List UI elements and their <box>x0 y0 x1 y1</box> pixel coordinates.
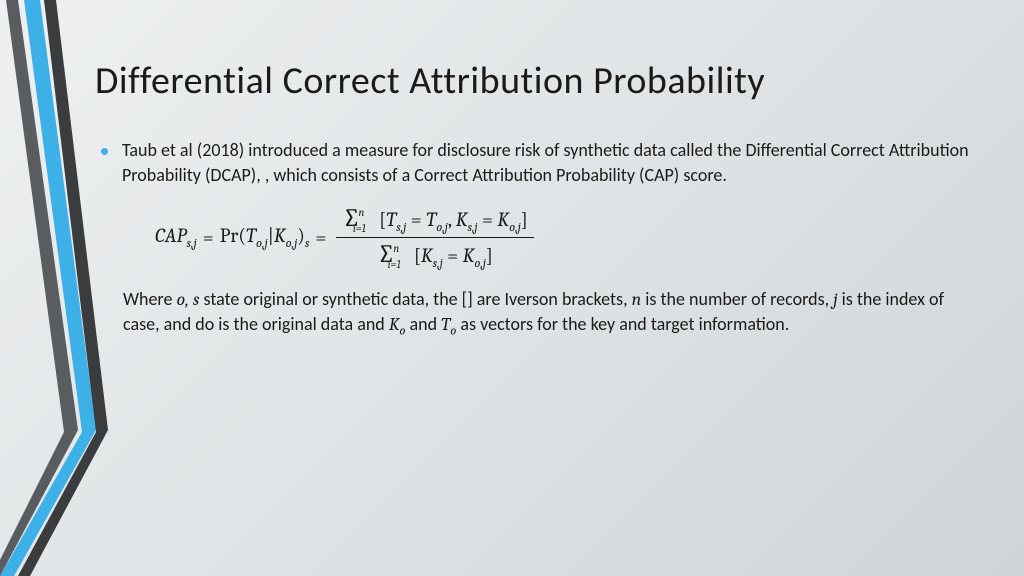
slide-content: Differential Correct Attribution Probabi… <box>95 58 975 341</box>
bullet-item: Taub et al (2018) introduced a measure f… <box>95 138 975 188</box>
cap-formula: CAPs,j = Pr(To,j|Ko,j)s = ∑ni=1[Ts,j = T… <box>155 202 975 273</box>
bullet-icon <box>101 148 108 155</box>
slide-title: Differential Correct Attribution Probabi… <box>95 58 975 104</box>
where-clause: Where o, s state original or synthetic d… <box>123 287 963 342</box>
bullet-text: Taub et al (2018) introduced a measure f… <box>122 138 975 188</box>
